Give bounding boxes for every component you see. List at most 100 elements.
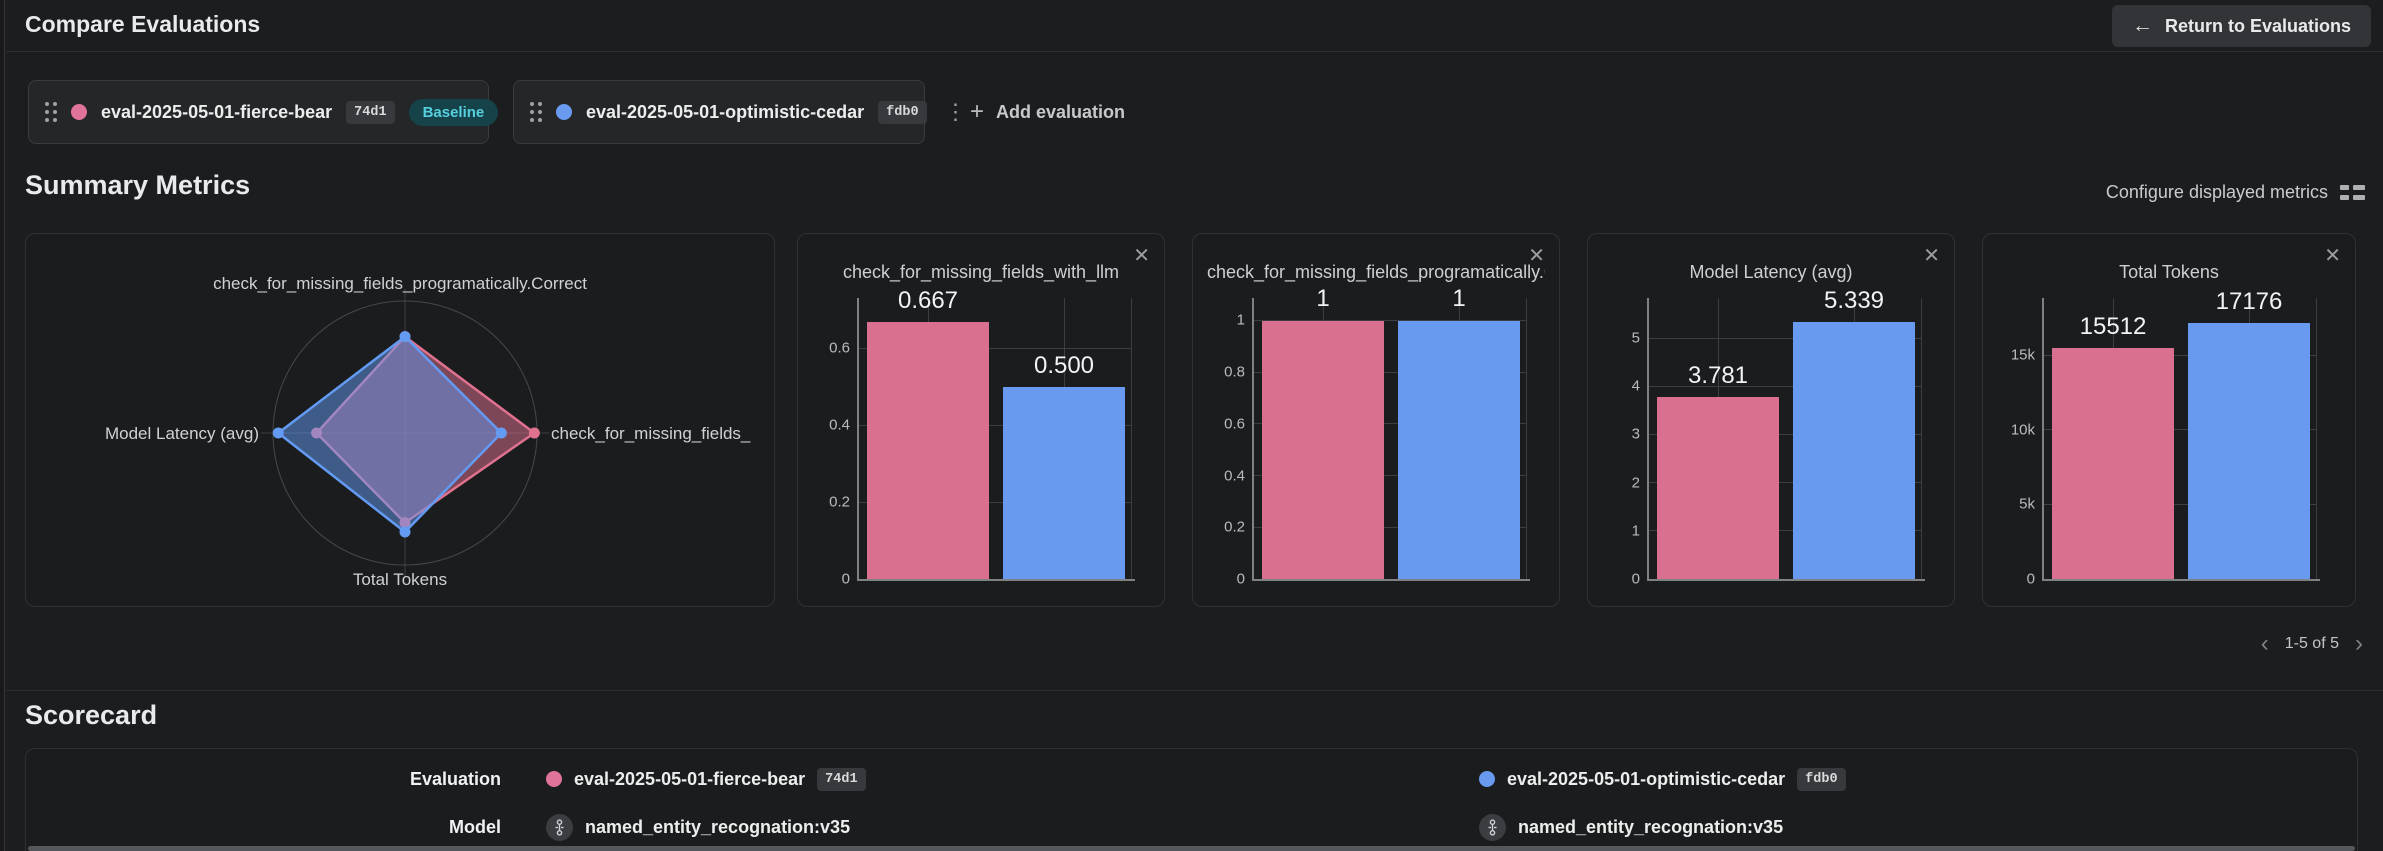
y-tick-label: 3	[1631, 425, 1640, 443]
bar-eval-2025-05-01-fierce-bear	[867, 322, 989, 579]
gridline-horizontal	[859, 347, 1131, 349]
bar-value-label: 17176	[2215, 287, 2283, 315]
pagination: ‹ 1-5 of 5 ›	[2261, 632, 2363, 656]
scorecard-row-evaluation: Evaluation eval-2025-05-01-fierce-bear 7…	[26, 759, 2357, 799]
radar-chart	[261, 289, 549, 577]
y-tick-label: 1	[1236, 311, 1245, 329]
chart-title: Model Latency (avg)	[1689, 262, 1853, 282]
eval-id-badge: 74d1	[346, 100, 395, 124]
configure-metrics-icon	[2340, 185, 2365, 200]
eval-color-dot	[1479, 771, 1495, 787]
gridline-vertical	[1920, 298, 1922, 579]
gridline-horizontal	[1649, 337, 1921, 339]
gridline-horizontal	[2044, 429, 2316, 431]
x-axis-line	[1647, 579, 1925, 581]
return-to-evaluations-button[interactable]: ← Return to Evaluations	[2111, 5, 2371, 47]
page-title: Compare Evaluations	[25, 11, 261, 37]
y-tick-label: 0	[2026, 570, 2035, 588]
eval-name: eval-2025-05-01-optimistic-cedar	[586, 101, 865, 122]
header-divider	[6, 51, 2383, 52]
horizontal-scrollbar[interactable]	[28, 846, 2355, 851]
close-icon[interactable]: ✕	[1919, 242, 1944, 270]
gridline-vertical	[2315, 298, 2317, 579]
drag-handle-icon[interactable]	[45, 102, 57, 122]
drag-handle-icon[interactable]	[530, 102, 542, 122]
y-tick-label: 0.6	[829, 339, 850, 357]
close-icon[interactable]: ✕	[1524, 242, 1549, 270]
radar-vertex-dot	[528, 427, 540, 439]
y-tick-label: 15k	[2010, 346, 2035, 364]
y-tick-label: 0	[1236, 570, 1245, 588]
scorecard-model-cell[interactable]: named_entity_recognation:v35	[1479, 813, 1783, 841]
plus-icon: +	[970, 98, 985, 125]
bar-eval-2025-05-01-fierce-bear	[1262, 320, 1384, 579]
eval-color-dot	[546, 771, 562, 787]
eval-name: eval-2025-05-01-fierce-bear	[574, 768, 806, 789]
return-button-label: Return to Evaluations	[2164, 15, 2351, 36]
scorecard-eval-cell[interactable]: eval-2025-05-01-optimistic-cedar fdb0	[1479, 767, 1846, 791]
radar-vertex-dot	[495, 427, 507, 439]
gridline-horizontal	[859, 501, 1131, 503]
gridline-horizontal	[859, 424, 1131, 426]
add-evaluation-label: Add evaluation	[996, 101, 1126, 122]
y-tick-label: 0.8	[1224, 363, 1245, 381]
chevron-left-icon[interactable]: ‹	[2260, 630, 2269, 657]
gridline-horizontal	[1254, 319, 1526, 321]
left-rail-divider	[0, 0, 5, 851]
bar-chart-card: ✕ Total Tokens 0 5k 10k 15k 15512 17176	[1982, 233, 2356, 607]
y-axis-line	[1647, 298, 1649, 579]
x-axis-line	[857, 579, 1135, 581]
bar-plot: 0 5k 10k 15k 15512 17176	[2011, 288, 2320, 588]
gridline-horizontal	[1254, 475, 1526, 477]
gridline-horizontal	[2044, 354, 2316, 356]
kebab-menu-icon[interactable]: ⋮	[941, 97, 971, 127]
x-axis-line	[1252, 579, 1530, 581]
radar-axis-label-right: check_for_missing_fields_	[551, 424, 751, 443]
bar-eval-2025-05-01-optimistic-cedar	[1398, 320, 1520, 579]
y-tick-label: 2	[1631, 474, 1640, 492]
bar-value-label: 1	[1452, 285, 1466, 313]
gridline-horizontal	[1649, 433, 1921, 435]
pagination-range: 1-5 of 5	[2284, 635, 2339, 652]
y-axis-line	[857, 298, 859, 579]
bar-eval-2025-05-01-optimistic-cedar	[1793, 321, 1915, 579]
bar-plot: 0 1 2 3 4 5 3.781 5.339	[1632, 287, 1925, 588]
radar-vertex-dot	[399, 526, 411, 538]
bar-chart-card: ✕ check_for_missing_fields_with_llm 0 0.2…	[797, 233, 1165, 607]
scorecard-heading: Scorecard	[25, 700, 158, 730]
bar-plot: 0 0.2 0.4 0.6 0.8 1 1 1	[1224, 285, 1530, 588]
close-icon[interactable]: ✕	[2320, 242, 2345, 270]
evaluation-chip-comparison[interactable]: eval-2025-05-01-optimistic-cedar fdb0 ⋮	[513, 80, 967, 144]
scorecard-table: Evaluation eval-2025-05-01-fierce-bear 7…	[25, 748, 2358, 851]
row-label: Model	[449, 816, 501, 837]
summary-metrics-heading: Summary Metrics	[25, 170, 251, 200]
scorecard-model-cell[interactable]: named_entity_recognation:v35	[546, 813, 850, 841]
close-icon[interactable]: ✕	[1129, 242, 1154, 270]
bar-eval-2025-05-01-fierce-bear	[1657, 396, 1779, 579]
bar-value-label: 0.500	[1033, 351, 1095, 379]
bar-value-label: 1	[1316, 285, 1330, 313]
gridline-horizontal	[2044, 503, 2316, 505]
gridline-vertical	[1130, 298, 1132, 579]
bar-eval-2025-05-01-optimistic-cedar	[1003, 386, 1125, 579]
y-tick-label: 5	[1631, 329, 1640, 347]
eval-color-dot	[556, 104, 572, 120]
eval-id-badge: fdb0	[1797, 767, 1846, 791]
y-tick-label: 4	[1631, 377, 1640, 395]
chart-title: Total Tokens	[2119, 262, 2219, 282]
configure-displayed-metrics-button[interactable]: Configure displayed metrics	[2106, 182, 2365, 203]
eval-id-badge: 74d1	[817, 767, 866, 791]
y-tick-label: 5k	[2019, 495, 2035, 513]
row-label: Evaluation	[409, 768, 501, 789]
scorecard-row-model: Model named_entity_recognation:v35 named…	[26, 807, 2357, 847]
evaluation-chip-baseline[interactable]: eval-2025-05-01-fierce-bear 74d1 Baselin…	[28, 80, 538, 144]
gridline-horizontal	[1254, 423, 1526, 425]
radar-axis-label-bottom: Total Tokens	[352, 570, 448, 589]
add-evaluation-button[interactable]: + Add evaluation	[952, 88, 1143, 136]
chevron-right-icon[interactable]: ›	[2355, 630, 2363, 657]
baseline-badge: Baseline	[408, 98, 499, 126]
eval-id-badge: fdb0	[878, 100, 927, 124]
scorecard-eval-cell[interactable]: eval-2025-05-01-fierce-bear 74d1	[546, 767, 866, 791]
section-divider	[6, 690, 2383, 691]
bar-value-label: 0.667	[897, 287, 959, 315]
